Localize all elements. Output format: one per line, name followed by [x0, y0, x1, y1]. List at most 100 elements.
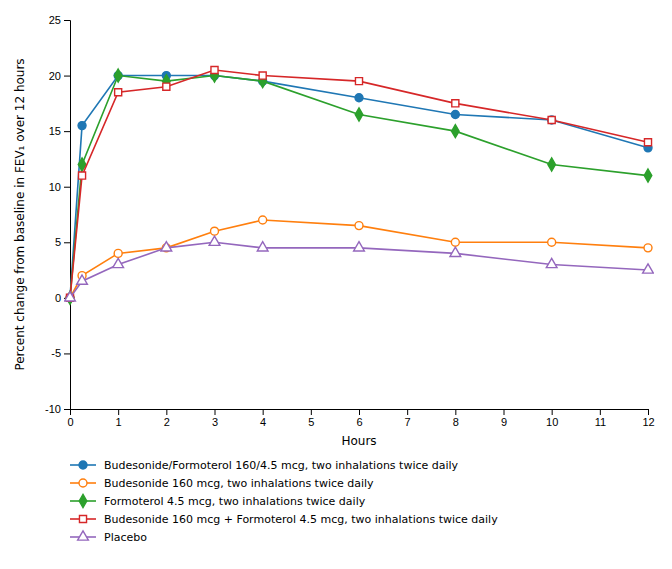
y-tick-label: 10	[49, 181, 61, 193]
y-tick-label: 15	[49, 125, 61, 137]
series-point	[451, 238, 459, 246]
series-point	[79, 172, 86, 179]
series-point	[644, 139, 651, 146]
legend-swatch-marker	[79, 461, 87, 469]
x-tick: 5	[308, 409, 314, 428]
legend: Budesonide/Formoterol 160/4.5 mcg, two i…	[70, 459, 498, 544]
y-tick: -10	[45, 403, 70, 415]
x-tick: 12	[642, 409, 654, 428]
series-point	[546, 258, 557, 267]
y-tick: 15	[49, 125, 70, 137]
x-tick-label: 6	[356, 416, 362, 428]
x-tick-mark	[552, 409, 553, 415]
x-tick-label: 4	[260, 416, 266, 428]
y-tick: 25	[49, 14, 70, 26]
series-point	[548, 158, 556, 171]
y-tick-mark	[64, 187, 70, 188]
x-tick-mark	[263, 409, 264, 415]
series-point	[355, 108, 363, 121]
series-point	[163, 83, 170, 90]
series-point	[115, 89, 122, 96]
x-tick-label: 11	[595, 416, 606, 428]
x-tick-mark	[504, 409, 505, 415]
series-point	[259, 216, 267, 224]
series	[66, 72, 652, 302]
y-tick-mark	[64, 242, 70, 243]
x-tick-label: 3	[212, 416, 218, 428]
y-tick-mark	[64, 131, 70, 132]
x-tick: 8	[453, 409, 459, 428]
series-point	[114, 249, 122, 257]
x-tick: 11	[595, 409, 606, 428]
series	[66, 216, 652, 302]
legend-item: Formoterol 4.5 mcg, two inhalations twic…	[70, 494, 366, 507]
legend-swatch-marker	[78, 531, 89, 540]
y-tick-mark	[64, 20, 70, 21]
x-tick-mark	[311, 409, 312, 415]
x-tick-label: 1	[116, 416, 122, 428]
x-tick: 0	[67, 409, 73, 428]
legend-item: Budesonide 160 mcg, two inhalations twic…	[70, 477, 374, 490]
legend-item: Budesonide/Formoterol 160/4.5 mcg, two i…	[70, 459, 459, 472]
x-tick-mark	[118, 409, 119, 415]
y-tick-label: 5	[55, 236, 61, 248]
legend-swatch-marker	[79, 479, 87, 487]
series-point	[548, 238, 556, 246]
x-tick-label: 0	[67, 416, 73, 428]
x-axis-title: Hours	[341, 434, 376, 448]
series-point	[451, 110, 459, 118]
legend-swatch-marker	[79, 515, 86, 522]
x-tick-label: 5	[308, 416, 314, 428]
x-tick-mark	[407, 409, 408, 415]
x-axis: 0123456789101112	[67, 409, 654, 428]
series-point	[644, 244, 652, 252]
x-tick-label: 10	[546, 416, 558, 428]
series-point	[452, 100, 459, 107]
series-line	[70, 220, 648, 298]
series-group	[65, 66, 654, 304]
x-tick-mark	[600, 409, 601, 415]
series-point	[644, 169, 652, 182]
legend-swatch-marker	[79, 494, 87, 507]
legend-label: Budesonide/Formoterol 160/4.5 mcg, two i…	[104, 459, 459, 472]
series-point	[211, 227, 219, 235]
series-line	[70, 76, 648, 298]
y-tick-label: -10	[45, 403, 61, 415]
series-point	[113, 258, 124, 267]
x-tick: 9	[501, 409, 507, 428]
series-line	[70, 70, 648, 298]
legend-item: Budesonide 160 mcg + Formoterol 4.5 mcg,…	[70, 513, 498, 526]
x-tick-mark	[166, 409, 167, 415]
series-point	[354, 242, 365, 251]
x-tick: 10	[546, 409, 558, 428]
x-tick-label: 7	[405, 416, 411, 428]
plot: 0123456789101112-10-50510152025HoursPerc…	[13, 14, 655, 448]
legend-label: Budesonide 160 mcg, two inhalations twic…	[104, 477, 374, 490]
y-axis: -10 -5 0 5 10 15 20 25	[45, 14, 70, 415]
series-line	[70, 242, 648, 298]
y-tick: 20	[49, 70, 70, 82]
series-point	[450, 247, 461, 256]
x-tick-label: 8	[453, 416, 459, 428]
series	[66, 66, 651, 301]
series	[66, 69, 652, 304]
legend-label: Budesonide 160 mcg + Formoterol 4.5 mcg,…	[104, 513, 498, 526]
series-line	[70, 76, 648, 298]
y-tick-label: -5	[51, 347, 61, 359]
series	[65, 236, 654, 301]
series-point	[355, 222, 363, 230]
series-point	[643, 264, 654, 273]
x-tick-label: 9	[501, 416, 507, 428]
series-point	[452, 125, 460, 138]
series-point	[77, 275, 88, 284]
chart: 0123456789101112-10-50510152025HoursPerc…	[0, 0, 672, 569]
y-tick-mark	[64, 353, 70, 354]
y-tick-mark	[64, 76, 70, 77]
legend-label: Placebo	[104, 531, 147, 544]
legend-item: Placebo	[70, 531, 147, 544]
y-axis-title: Percent change from baseline in FEV₁ ove…	[13, 58, 27, 370]
x-tick-mark	[359, 409, 360, 415]
series-point	[259, 72, 266, 79]
y-axis-line	[64, 21, 71, 410]
y-tick-label: 0	[55, 292, 61, 304]
